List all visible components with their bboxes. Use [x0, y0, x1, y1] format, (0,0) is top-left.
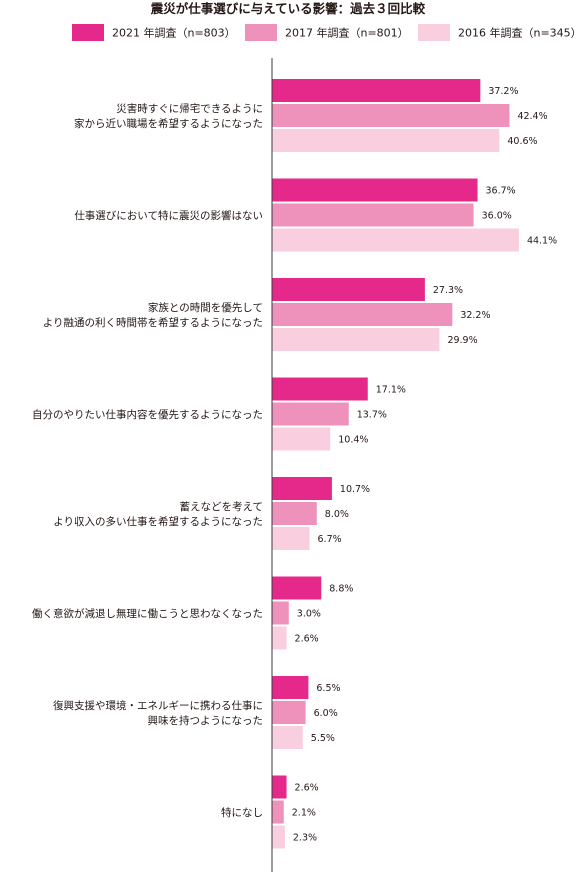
bar-cat7-series3: [272, 726, 303, 749]
value-label-cat4-series2: 13.7%: [357, 410, 387, 421]
bar-cat1-series2: [272, 104, 510, 127]
value-label-cat4-series3: 10.4%: [338, 435, 368, 446]
bar-cat1-series1: [272, 79, 481, 102]
legend-label-3: 2016 年調査（n=345）: [458, 26, 577, 40]
value-label-cat8-series2: 2.1%: [292, 808, 316, 819]
chart-title: 震災が仕事選びに与えている影響：過去３回比較: [150, 1, 426, 16]
value-label-cat3-series1: 27.3%: [433, 285, 463, 296]
value-label-cat5-series2: 8.0%: [325, 509, 349, 520]
value-label-cat8-series3: 2.3%: [293, 833, 317, 844]
bar-cat7-series2: [272, 701, 306, 724]
value-labels-group: 37.2% 42.4% 40.6% 36.7% 36.0% 44.1% 27.3% 32.2%…: [292, 86, 557, 844]
category-label-2-line-1: 仕事選びにおいて特に震災の影響はない: [74, 209, 263, 222]
category-label-4-line-1: 自分のやりたい仕事内容を優先するようになった: [32, 408, 263, 421]
category-label-1-line-1: 災害時すぐに帰宅できるように: [116, 102, 263, 115]
bar-cat7-series1: [272, 676, 309, 699]
legend-label-1: 2021 年調査（n=803）: [112, 26, 236, 40]
legend: 2021 年調査（n=803） 2017 年調査（n=801） 2016 年調査（n…: [72, 24, 577, 41]
bar-cat6-series3: [272, 626, 287, 650]
value-label-cat2-series2: 36.0%: [482, 211, 512, 222]
bars-group: [272, 79, 519, 849]
category-label-7-line-1: 復興支援や環境・エネルギーに携わる仕事に: [53, 699, 263, 712]
value-label-cat2-series3: 44.1%: [527, 236, 557, 247]
category-label-8-line-1: 特になし: [221, 807, 263, 819]
bar-cat2-series2: [272, 203, 474, 227]
category-label-5-line-1: 蓄えなどを考えて: [180, 501, 263, 513]
category-label-5-line-2: より収入の多い仕事を希望するようになった: [53, 515, 263, 528]
value-label-cat2-series1: 36.7%: [486, 186, 516, 197]
value-label-cat5-series3: 6.7%: [318, 534, 342, 545]
bar-cat5-series2: [272, 502, 317, 525]
category-label-1-line-2: 家から近い職場を希望するようになった: [74, 117, 263, 130]
value-label-cat3-series2: 32.2%: [460, 310, 490, 321]
bar-cat8-series1: [272, 775, 287, 799]
legend-swatch-3: [418, 24, 450, 41]
value-label-cat1-series1: 37.2%: [488, 86, 518, 97]
bar-cat3-series1: [272, 278, 425, 301]
value-label-cat7-series2: 6.0%: [314, 708, 338, 719]
category-label-3-line-1: 家族との時間を優先して: [148, 301, 263, 314]
bar-cat1-series3: [272, 129, 500, 152]
bar-cat4-series2: [272, 402, 349, 426]
bar-cat8-series3: [272, 825, 285, 849]
value-label-cat6-series1: 8.8%: [329, 584, 353, 595]
bar-cat3-series2: [272, 303, 453, 326]
value-label-cat7-series3: 5.5%: [311, 733, 335, 744]
bar-cat2-series3: [272, 228, 519, 252]
bar-cat2-series1: [272, 178, 478, 202]
category-label-6-line-1: 働く意欲が減退し無理に働こうと思わなくなった: [32, 607, 263, 620]
value-label-cat1-series2: 42.4%: [517, 111, 547, 122]
value-label-cat5-series1: 10.7%: [340, 484, 370, 495]
bar-cat4-series3: [272, 427, 331, 451]
legend-label-2: 2017 年調査（n=801）: [285, 26, 409, 40]
bar-cat6-series1: [272, 576, 322, 600]
value-label-cat6-series2: 3.0%: [297, 609, 321, 620]
legend-swatch-2: [245, 24, 277, 41]
bar-cat8-series2: [272, 800, 284, 824]
bar-cat4-series1: [272, 377, 368, 401]
value-label-cat6-series3: 2.6%: [295, 634, 319, 645]
value-label-cat4-series1: 17.1%: [376, 385, 406, 396]
legend-swatch-1: [72, 24, 104, 41]
value-label-cat8-series1: 2.6%: [295, 783, 319, 794]
value-label-cat7-series1: 6.5%: [316, 683, 340, 694]
category-label-7-line-2: 興味を持つようになった: [148, 714, 264, 727]
value-label-cat1-series3: 40.6%: [507, 136, 537, 147]
bar-cat3-series3: [272, 328, 440, 351]
bar-cat5-series3: [272, 527, 310, 550]
category-labels-group: 災害時すぐに帰宅できるように家から近い職場を希望するようになった仕事選びにおいて…: [32, 102, 263, 819]
bar-cat6-series2: [272, 601, 289, 625]
value-label-cat3-series3: 29.9%: [447, 335, 477, 346]
category-label-3-line-2: より融通の利く時間帯を希望するようになった: [43, 316, 263, 329]
bar-cat5-series1: [272, 477, 332, 500]
